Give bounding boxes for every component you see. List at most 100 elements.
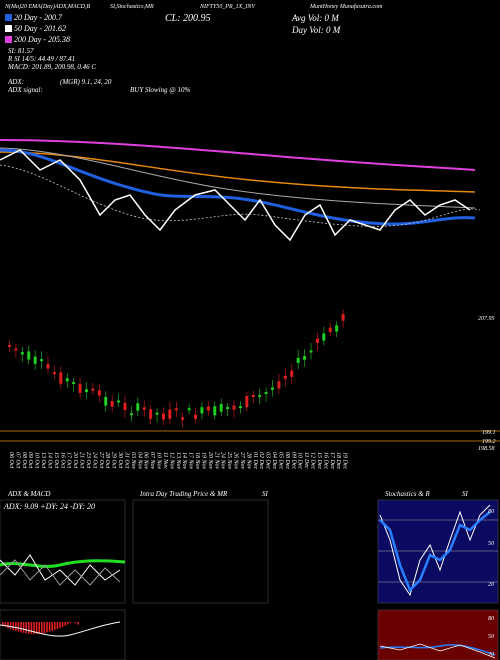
candle-body <box>303 356 307 360</box>
rsi-tick: 20 <box>488 652 494 658</box>
legend-ma20: 20 Day - 200.7 <box>14 13 63 22</box>
candle-body <box>328 327 332 333</box>
date-label: 13 Nov <box>175 452 181 470</box>
candle-body <box>238 406 242 409</box>
legend-rsi: R SI 14/5: 44.49 / 87.41 <box>7 55 75 63</box>
date-label: 30 Oct <box>117 451 123 468</box>
candle-body <box>226 407 230 410</box>
date-label: 14 Oct <box>46 452 53 468</box>
date-label: 03 Nov <box>130 452 136 470</box>
candle-body <box>258 394 262 397</box>
price-label: 199.1 <box>482 430 496 436</box>
rsi-tick: 50 <box>488 634 494 640</box>
macd-bar <box>64 622 66 626</box>
macd-bar <box>38 622 40 634</box>
macd-bar <box>56 622 59 630</box>
candle-body <box>14 348 18 351</box>
signal-line <box>0 164 481 227</box>
date-label: 02 Dec <box>258 452 264 469</box>
candle-body <box>283 375 287 379</box>
candle-body <box>335 325 339 332</box>
candle-body <box>149 409 153 419</box>
candle-body <box>277 381 281 389</box>
legend-ma50: 50 Day - 201.62 <box>14 24 66 33</box>
price-label: 198.58 <box>478 446 495 452</box>
candle-body <box>161 413 165 420</box>
macd-bar <box>77 622 79 625</box>
candle-body <box>315 338 319 343</box>
stoch-tick: 50 <box>488 541 494 547</box>
adx-values: ADX: 9.09 +DY: 24 -DY: 20 <box>3 502 95 511</box>
header-right: MuntHoney Munafasutra.com <box>309 3 383 10</box>
date-label: 17 Nov <box>188 452 194 470</box>
date-label: 16 Dec <box>322 452 328 469</box>
date-label: 20 Nov <box>207 452 213 470</box>
header-symbol: NIFTY50_PR_1X_INV <box>199 4 256 10</box>
date-label: 18 Nov <box>194 452 200 470</box>
candle-body <box>290 370 294 377</box>
macd-bar <box>20 622 22 633</box>
candle-body <box>341 314 345 321</box>
day-vol: Day Vol: 0 M <box>291 25 341 35</box>
macd-bar <box>46 622 48 633</box>
avg-vol: Avg Vol: 0 M <box>291 13 339 23</box>
date-label: 12 Nov <box>168 452 174 470</box>
candle-body <box>194 414 198 419</box>
ma200-line <box>0 139 476 171</box>
date-label: 17 Oct <box>66 452 72 468</box>
candle-body <box>155 412 159 415</box>
candle-body <box>20 352 24 355</box>
macd-line <box>0 621 121 637</box>
date-label: 20 Oct <box>72 452 78 468</box>
candle-body <box>117 400 121 403</box>
candle-body <box>8 344 11 347</box>
close: CL: 200.95 <box>165 13 211 24</box>
candle-body <box>168 409 172 419</box>
date-label: 21 Oct <box>79 452 85 468</box>
macd-bar <box>25 622 27 634</box>
date-label: 13 Oct <box>40 452 46 468</box>
stoch-tick: 80 <box>488 509 494 515</box>
rsi-tick: 80 <box>488 616 494 622</box>
plus-di-line <box>0 554 121 586</box>
macd-bar <box>74 622 77 624</box>
candle-body <box>296 357 300 364</box>
header-mid: SI,Stochastics,MR <box>110 4 154 10</box>
date-label: 08 Oct <box>21 452 27 468</box>
date-label: 07 Nov <box>149 452 155 470</box>
date-label: 19 Nov <box>200 452 206 470</box>
macd-bar <box>35 622 38 634</box>
date-axis: 06 Oct 07 Oct 08 Oct 09 Oct 10 Oct 13 Oct 14 O… <box>8 451 348 470</box>
candle-body <box>264 392 268 395</box>
legend-swatch <box>5 25 12 32</box>
candle-body <box>52 372 56 375</box>
macd-bar <box>2 622 4 626</box>
candle-body <box>97 390 101 396</box>
rsi-line-2 <box>379 643 496 659</box>
legend-adx-value: (MGR) 9.1, 24, 20 <box>60 78 112 86</box>
legend-si: SI: 81.57 <box>8 47 34 55</box>
macd-bar <box>69 622 72 624</box>
macd-bar <box>59 622 61 628</box>
macd-bar <box>7 622 9 628</box>
rsi-panel <box>377 609 499 660</box>
date-label: 06 Oct <box>8 452 14 468</box>
date-label: 04 Nov <box>136 452 143 470</box>
candle-body <box>59 372 63 384</box>
candle-body <box>200 407 204 414</box>
candle-body <box>219 404 223 412</box>
price-line <box>0 149 471 242</box>
intraday-si: SI <box>262 490 269 498</box>
date-label: 14 Nov <box>181 452 188 470</box>
macd-bar <box>54 622 56 631</box>
date-label: 07 Oct <box>14 452 20 468</box>
macd-bar <box>61 622 64 627</box>
date-label: 28 Nov <box>245 452 251 470</box>
date-label: 27 Oct <box>98 452 104 468</box>
adx-line <box>0 559 126 568</box>
header-left: N(Ma)20 EMA(Day)ADX,MACD,B <box>4 3 90 10</box>
candles <box>8 309 345 428</box>
date-label: 26 Nov <box>233 452 239 470</box>
candle-body <box>322 333 326 341</box>
date-label: 16 Oct <box>59 452 65 468</box>
